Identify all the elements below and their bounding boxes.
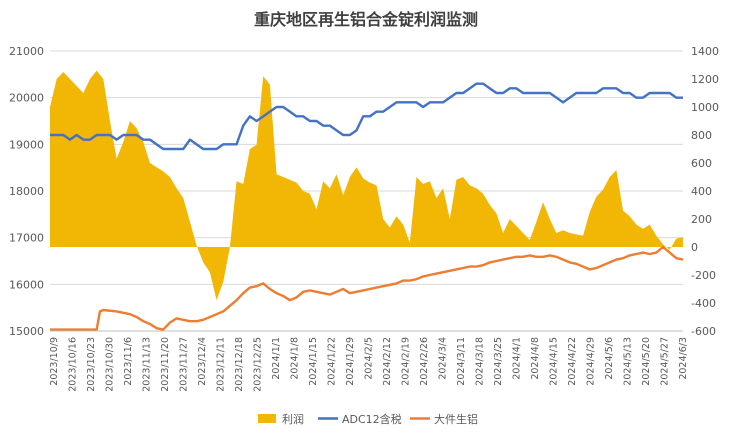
x-axis-tick-label: 2023/12/4 xyxy=(197,337,208,386)
right-axis-tick-label: -400 xyxy=(691,297,716,310)
scrap-aluminum-line xyxy=(50,245,684,331)
right-axis-tick-label: 1200 xyxy=(691,73,719,86)
x-axis-tick-label: 2024/3/18 xyxy=(475,337,486,386)
x-axis-tick-label: 2024/1/29 xyxy=(345,337,356,386)
x-axis-tick-label: 2023/10/30 xyxy=(105,337,116,392)
axes: 15000 16000 17000 18000 19000 20000 21000 -600 -… xyxy=(9,45,719,392)
adc12-line xyxy=(50,82,683,151)
x-axis-tick-label: 2024/6/3 xyxy=(678,337,689,380)
left-axis-tick-label: 16000 xyxy=(9,278,44,291)
x-axis-tick-label: 2024/2/5 xyxy=(364,337,375,380)
x-axis-tick-label: 2023/12/18 xyxy=(234,337,245,392)
x-axis-tick-label: 2024/4/29 xyxy=(586,337,597,386)
x-axis-tick-label: 2024/4/15 xyxy=(549,337,560,386)
left-axis-tick-label: 17000 xyxy=(9,232,44,245)
legend-label: 大件生铝 xyxy=(434,412,478,426)
x-axis-tick-label: 2024/1/8 xyxy=(290,337,301,380)
x-axis-tick-label: 2024/5/13 xyxy=(623,337,634,386)
line-series-layer xyxy=(50,82,684,331)
x-axis-tick-label: 2023/11/13 xyxy=(142,337,153,392)
x-axis-tick-label: 2024/4/8 xyxy=(530,337,541,380)
right-axis-tick-label: 800 xyxy=(691,129,712,142)
x-axis-tick-label: 2024/5/20 xyxy=(641,337,652,386)
x-axis-tick-label: 2024/2/19 xyxy=(401,337,412,386)
x-axis-tick-label: 2023/12/25 xyxy=(253,337,264,392)
legend-label: ADC12含税 xyxy=(342,412,402,426)
right-axis-tick-label: -600 xyxy=(691,325,716,338)
x-axis-tick-label: 2023/10/9 xyxy=(49,337,60,386)
left-axis-tick-label: 21000 xyxy=(9,45,44,58)
x-axis-tick-label: 2023/11/6 xyxy=(123,337,134,386)
right-axis-tick-label: 200 xyxy=(691,213,712,226)
x-axis-tick-label: 2024/5/6 xyxy=(604,337,615,380)
x-axis-tick-label: 2024/4/22 xyxy=(567,337,578,386)
legend-swatch xyxy=(258,414,276,423)
x-axis-tick-label: 2024/1/15 xyxy=(308,337,319,386)
x-axis-tick-label: 2024/1/1 xyxy=(271,337,282,380)
x-axis-tick-label: 2023/12/11 xyxy=(216,337,227,392)
x-axis-tick-label: 2023/11/27 xyxy=(179,337,190,392)
x-axis-tick-label: 2024/2/26 xyxy=(419,337,430,386)
right-axis-tick-label: 1000 xyxy=(691,101,719,114)
x-axis-tick-label: 2024/3/11 xyxy=(456,337,467,386)
x-axis-tick-label: 2023/10/23 xyxy=(86,337,97,392)
x-axis-tick-label: 2024/1/22 xyxy=(327,337,338,386)
right-axis-tick-label: 0 xyxy=(691,241,698,254)
x-axis-tick-label: 2024/5/27 xyxy=(660,337,671,386)
x-axis-tick-label: 2023/11/20 xyxy=(160,337,171,392)
right-axis-tick-label: 400 xyxy=(691,185,712,198)
x-axis-tick-label: 2024/4/1 xyxy=(512,337,523,380)
x-axis-tick-label: 2024/2/12 xyxy=(382,337,393,386)
x-axis-tick-label: 2024/3/4 xyxy=(438,337,449,380)
right-axis-tick-label: 1400 xyxy=(691,45,719,58)
chart-title: 重庆地区再生铝合金锭利润监测 xyxy=(254,10,478,29)
left-axis-tick-label: 15000 xyxy=(9,325,44,338)
left-axis-tick-label: 19000 xyxy=(9,138,44,151)
left-axis-tick-label: 18000 xyxy=(9,185,44,198)
legend: 利润 ADC12含税 大件生铝 xyxy=(258,412,478,426)
right-axis-tick-label: -200 xyxy=(691,269,716,282)
right-axis-tick-label: 600 xyxy=(691,157,712,170)
legend-label: 利润 xyxy=(282,412,304,426)
profit-area-layer xyxy=(50,70,683,301)
left-axis-tick-label: 20000 xyxy=(9,92,44,105)
x-axis-tick-label: 2023/10/16 xyxy=(68,337,79,392)
x-axis-tick-label: 2024/3/25 xyxy=(493,337,504,386)
profit-area xyxy=(50,70,683,301)
